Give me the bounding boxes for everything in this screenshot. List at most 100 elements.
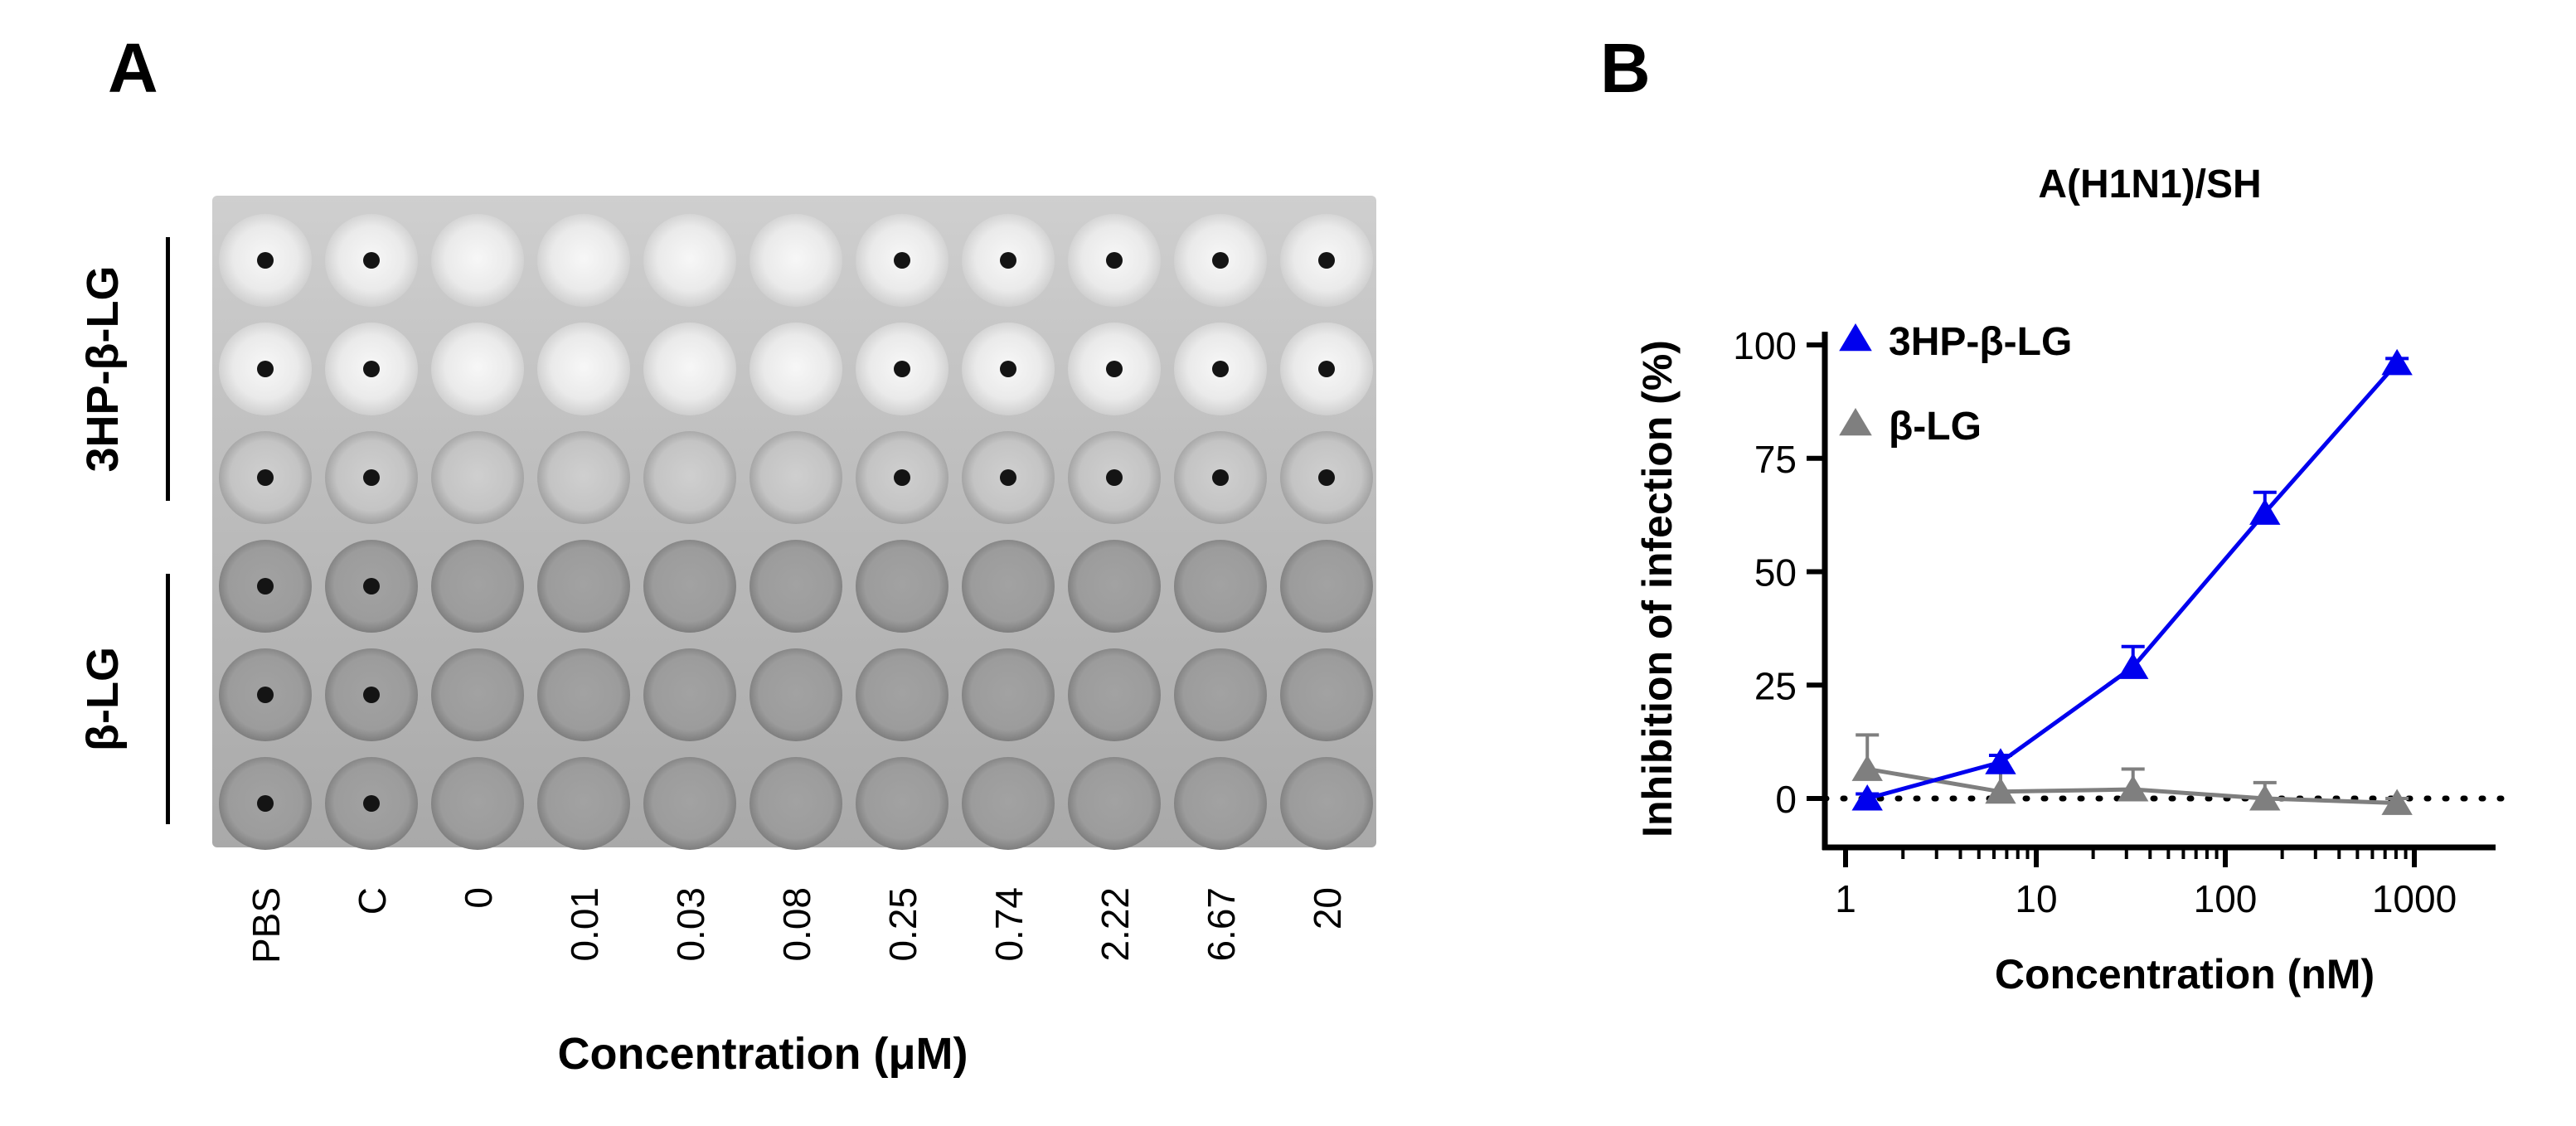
well: [856, 431, 948, 524]
well: [962, 323, 1055, 415]
well: [1068, 323, 1161, 415]
well: [856, 214, 948, 307]
well: [750, 540, 842, 633]
well: [962, 757, 1055, 850]
panel-a-letter: A: [108, 29, 158, 107]
well: [962, 648, 1055, 741]
well: [856, 757, 948, 850]
well: [1068, 431, 1161, 524]
x-tick-label: 1: [1835, 877, 1856, 920]
legend-marker: [1839, 408, 1872, 436]
data-point-marker: [2381, 789, 2413, 815]
y-tick-label: 75: [1754, 438, 1797, 481]
cell-pellet-dot: [257, 795, 274, 812]
well: [537, 540, 630, 633]
x-axis-title: Concentration (nM): [1995, 951, 2375, 997]
well: [1280, 648, 1373, 741]
well: [219, 540, 312, 633]
row-group-bar-3hp: [166, 237, 170, 501]
well: [537, 214, 630, 307]
data-point-marker: [2118, 653, 2149, 679]
well: [325, 323, 418, 415]
cell-pellet-dot: [894, 361, 910, 377]
cell-pellet-dot: [894, 252, 910, 269]
cell-pellet-dot: [1000, 361, 1016, 377]
cell-pellet-dot: [363, 252, 380, 269]
well: [325, 540, 418, 633]
x-tick-label: 10: [2015, 877, 2057, 920]
legend-label: β-LG: [1889, 405, 1982, 449]
well: [962, 431, 1055, 524]
well: [431, 540, 524, 633]
data-point-marker: [2249, 498, 2281, 525]
data-point-marker: [1851, 784, 1883, 811]
well: [325, 431, 418, 524]
well: [1068, 757, 1161, 850]
data-point-marker: [2118, 775, 2149, 802]
well: [643, 540, 736, 633]
cell-pellet-dot: [257, 469, 274, 486]
cell-pellet-dot: [257, 252, 274, 269]
cell-pellet-dot: [1318, 469, 1335, 486]
data-point-marker: [2381, 348, 2413, 376]
well: [643, 214, 736, 307]
cell-pellet-dot: [363, 578, 380, 595]
well: [1280, 323, 1373, 415]
y-tick-label: 50: [1754, 551, 1797, 595]
cell-pellet-dot: [1212, 361, 1229, 377]
x-tick-label: 100: [2194, 877, 2258, 920]
well: [643, 323, 736, 415]
cell-pellet-dot: [1318, 252, 1335, 269]
well: [643, 648, 736, 741]
well: [219, 323, 312, 415]
y-tick-label: 25: [1754, 664, 1797, 707]
y-tick-label: 100: [1733, 324, 1797, 367]
well: [1068, 214, 1161, 307]
cell-pellet-dot: [894, 469, 910, 486]
y-tick-label: 0: [1775, 778, 1797, 821]
well: [431, 323, 524, 415]
well: [431, 757, 524, 850]
well: [856, 648, 948, 741]
well: [537, 323, 630, 415]
well: [219, 214, 312, 307]
well: [1280, 214, 1373, 307]
cell-pellet-dot: [1318, 361, 1335, 377]
cell-pellet-dot: [363, 469, 380, 486]
row-group-label-3hp: 3HP-β-LG: [78, 265, 128, 473]
well: [962, 214, 1055, 307]
legend-label: 3HP-β-LG: [1889, 320, 2072, 364]
inhibition-chart: A(H1N1)/SH Inhibition of infection (%) C…: [1634, 163, 2512, 997]
cell-pellet-dot: [257, 361, 274, 377]
well: [1174, 540, 1267, 633]
well: [643, 757, 736, 850]
well: [325, 214, 418, 307]
well: [1174, 757, 1267, 850]
data-point-marker: [1985, 777, 2016, 804]
plot-area: 0 25 50 75 100 1 10 100 1000 3HP-β-LG β-LG: [1733, 320, 2512, 920]
well: [750, 214, 842, 307]
cell-pellet-dot: [1000, 252, 1016, 269]
well: [325, 757, 418, 850]
well-plate-photo: [212, 196, 1376, 850]
well: [537, 648, 630, 741]
well: [1280, 431, 1373, 524]
data-point-marker: [1851, 755, 1883, 781]
cell-pellet-dot: [363, 687, 380, 703]
data-point-marker: [1985, 748, 2016, 774]
cell-pellet-dot: [1212, 469, 1229, 486]
well: [1174, 214, 1267, 307]
well: [325, 648, 418, 741]
well: [1280, 540, 1373, 633]
data-point-marker: [2249, 784, 2281, 811]
well: [219, 757, 312, 850]
cell-pellet-dot: [363, 361, 380, 377]
row-group-bar-blg: [166, 574, 170, 824]
x-tick-label: 1000: [2372, 877, 2457, 920]
well: [962, 540, 1055, 633]
panel-a-x-axis-title: Concentration (μM): [557, 1029, 968, 1079]
well: [750, 431, 842, 524]
well: [431, 648, 524, 741]
well: [750, 757, 842, 850]
well: [431, 431, 524, 524]
